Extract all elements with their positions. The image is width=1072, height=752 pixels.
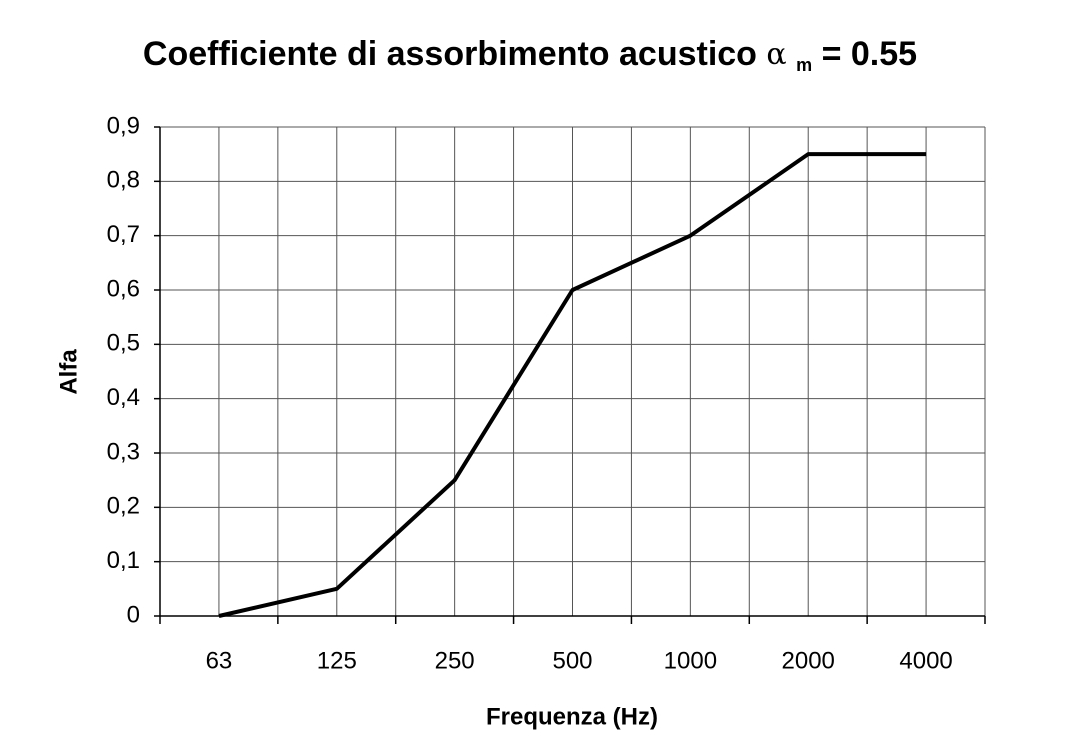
title-subscript: m [796,55,812,75]
x-tick-label: 1000 [664,647,717,674]
x-tick-label: 4000 [899,647,952,674]
y-tick-label: 0 [127,601,140,628]
x-tick-label: 125 [317,647,357,674]
y-tick-label: 0,7 [107,221,140,248]
chart-title: Coefficiente di assorbimento acustico [143,35,757,73]
y-tick-label: 0,2 [107,493,140,520]
y-tick-label: 0,5 [107,330,140,357]
y-tick-label: 0,6 [107,275,140,302]
title-symbol: α [766,37,786,72]
title-suffix: = 0.55 [822,35,917,73]
y-tick-label: 0,1 [107,547,140,574]
x-tick-label: 2000 [782,647,835,674]
chart-title-group: Coefficiente di assorbimento acustico α … [143,35,917,83]
y-tick-label: 0,3 [107,438,140,465]
x-tick-label: 250 [435,647,475,674]
x-tick-label: 63 [206,647,233,674]
y-tick-label: 0,8 [107,167,140,194]
x-axis-label: Frequenza (Hz) [486,703,658,730]
data-line [218,152,927,618]
y-tick-label: 0,9 [107,112,140,139]
y-axis-label: Alfa [55,349,82,395]
x-tick-label: 500 [552,647,592,674]
y-tick-label: 0,4 [107,384,140,411]
